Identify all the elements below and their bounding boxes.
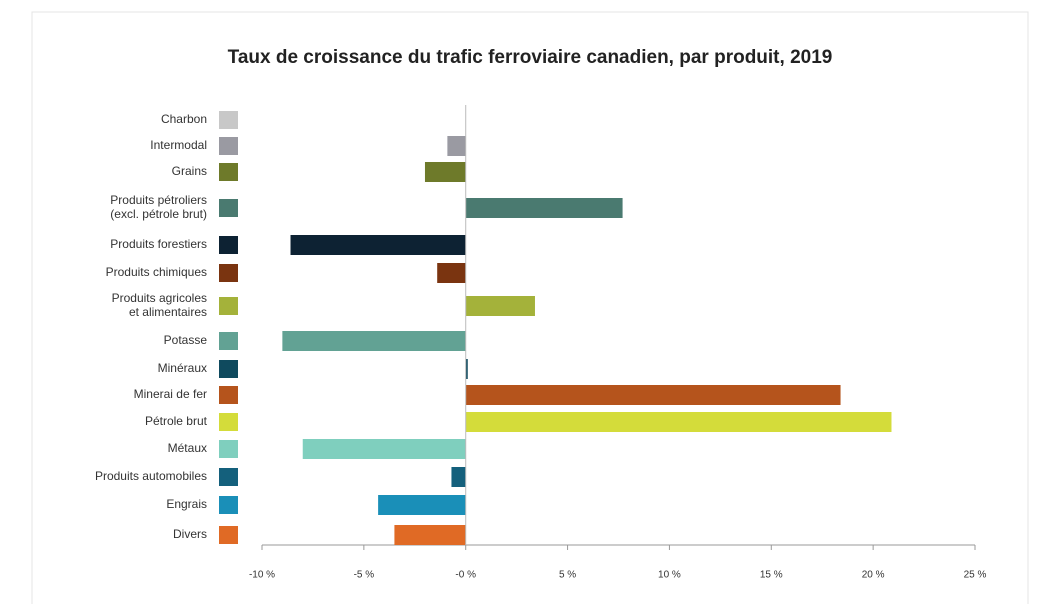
legend-swatch (219, 199, 238, 217)
x-tick-label: 20 % (862, 570, 885, 581)
x-tick-label: 15 % (760, 570, 783, 581)
bar (465, 359, 468, 379)
x-tick-label: -10 % (249, 570, 275, 581)
legend-swatch (219, 236, 238, 254)
bar (378, 495, 466, 515)
y-tick-label: Divers (173, 527, 207, 541)
bar (424, 162, 466, 182)
x-tick-label: -5 % (354, 570, 375, 581)
legend-swatch (219, 360, 238, 378)
bar (465, 385, 841, 405)
y-tick-label: Produits chimiques (106, 265, 207, 279)
legend-swatch (219, 137, 238, 155)
chart-title: Taux de croissance du trafic ferroviaire… (228, 47, 833, 68)
legend-swatch (219, 468, 238, 486)
y-tick-label: Minerai de fer (134, 387, 207, 401)
bar (465, 296, 535, 316)
legend-swatch (219, 413, 238, 431)
x-tick-label: 5 % (559, 570, 576, 581)
legend-swatch (219, 526, 238, 544)
bar (437, 263, 466, 283)
x-tick-label: -0 % (455, 570, 476, 581)
x-tick-label: 10 % (658, 570, 681, 581)
legend-swatch (219, 496, 238, 514)
y-tick-label: Produits pétroliers (excl. pétrole brut) (110, 193, 207, 221)
bar (302, 439, 466, 459)
legend-swatch (219, 440, 238, 458)
legend-swatch (219, 111, 238, 129)
y-tick-label: Potasse (164, 333, 208, 347)
bar (447, 136, 466, 156)
y-tick-label: Intermodal (150, 138, 207, 152)
bar (394, 525, 466, 545)
y-tick-label: Produits automobiles (95, 469, 207, 483)
legend-swatch (219, 264, 238, 282)
y-tick-label: Grains (172, 164, 207, 178)
bar (465, 412, 892, 432)
legend-swatch (219, 163, 238, 181)
y-tick-label: Pétrole brut (145, 414, 208, 428)
y-tick-label: Engrais (166, 497, 207, 511)
x-tick-label: 25 % (964, 570, 987, 581)
bar (451, 467, 466, 487)
legend-swatch (219, 297, 238, 315)
y-tick-label: Produits agricoles et alimentaires (112, 291, 207, 319)
y-tick-label: Produits forestiers (110, 237, 207, 251)
y-tick-label: Charbon (161, 112, 207, 126)
y-tick-label: Métaux (168, 441, 207, 455)
legend-swatch (219, 386, 238, 404)
bar (290, 235, 466, 255)
y-tick-label: Minéraux (158, 361, 207, 375)
bar (282, 331, 466, 351)
bar (465, 198, 623, 218)
legend-swatch (219, 332, 238, 350)
